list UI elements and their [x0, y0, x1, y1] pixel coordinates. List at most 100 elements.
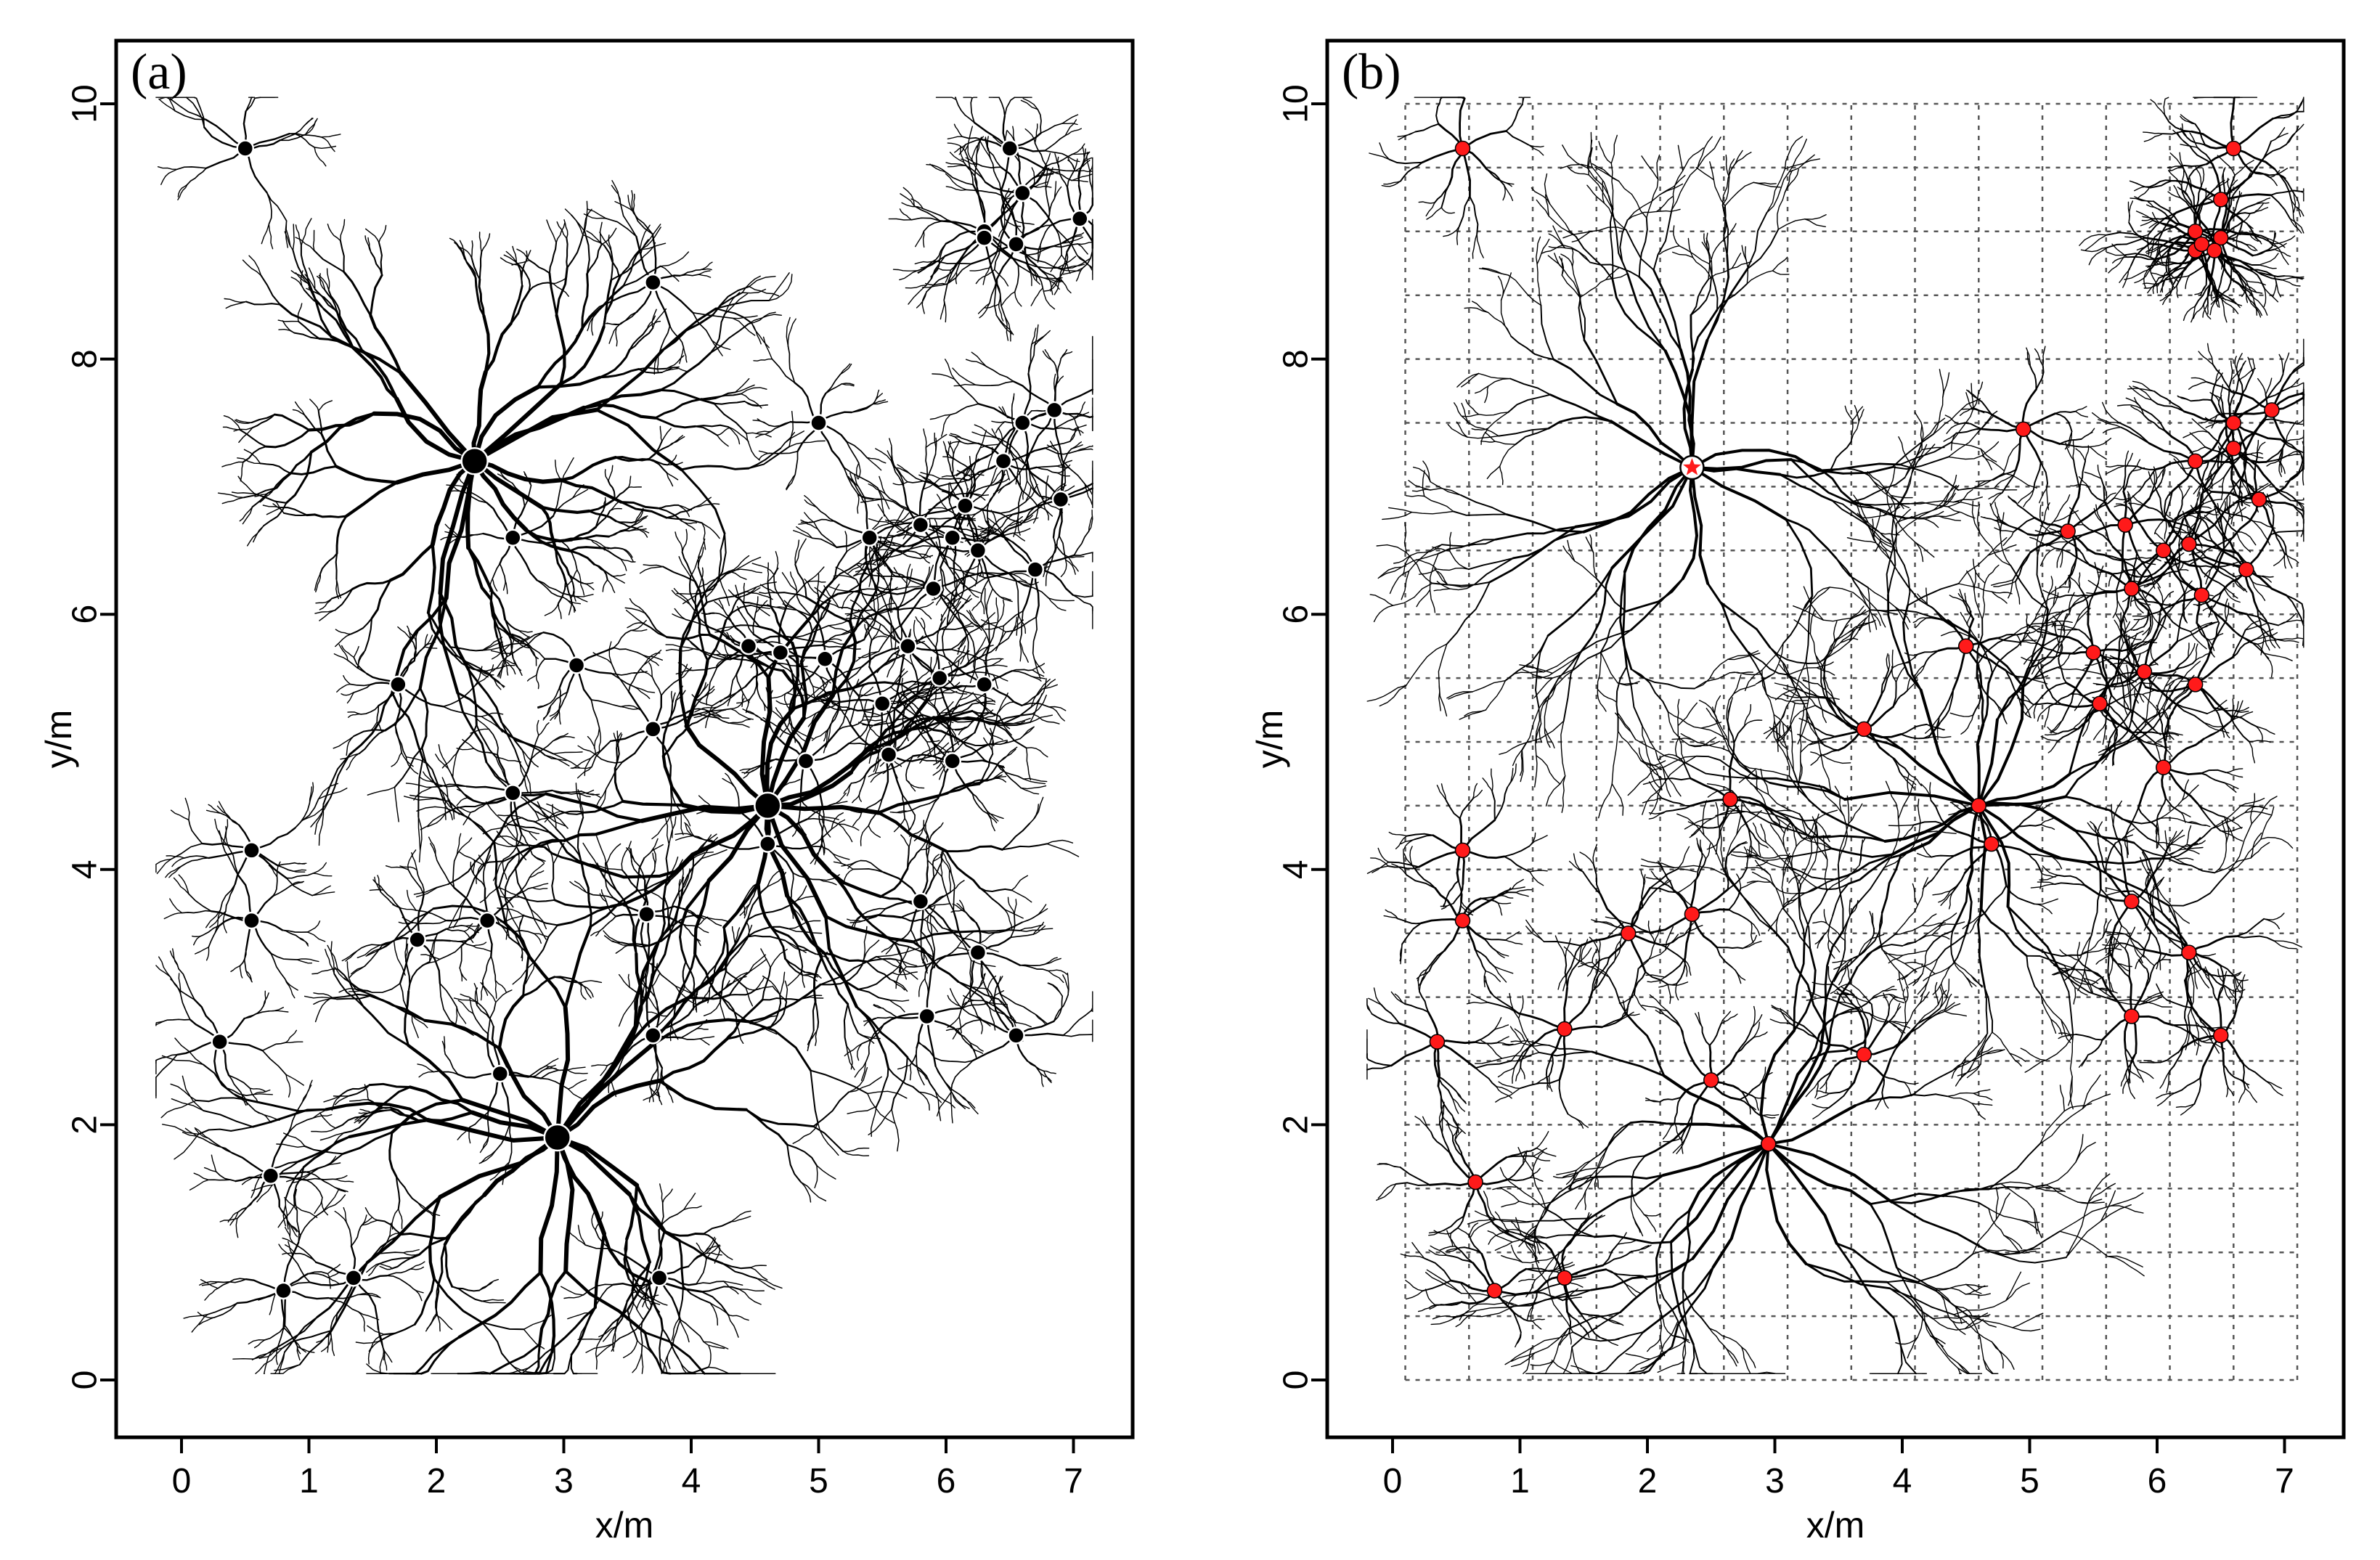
dendrite: [1014, 899, 1017, 915]
dendrite: [484, 854, 491, 868]
dendrite: [381, 999, 426, 1022]
dendrite: [170, 1083, 197, 1101]
dendrite: [876, 555, 896, 577]
dendrite: [155, 97, 174, 102]
dendrite: [675, 669, 693, 675]
dendrite: [685, 618, 711, 629]
dendrite: [1931, 1334, 1959, 1364]
dendrite: [1858, 409, 1865, 422]
dendrite: [856, 1043, 863, 1061]
dendrite: [1709, 161, 1715, 181]
dendrite: [786, 608, 815, 618]
dendrite: [820, 833, 825, 856]
dendrite: [1539, 1360, 1554, 1374]
dendrite: [807, 713, 817, 727]
dendrite: [202, 1138, 233, 1154]
dendrite: [845, 617, 874, 620]
dendrite: [1912, 1070, 1953, 1095]
dendrite: [684, 724, 770, 808]
dendrite: [467, 546, 492, 600]
dendrite: [456, 244, 465, 259]
soma-marker: [930, 669, 949, 687]
dendrite: [204, 1288, 219, 1301]
dendrite: [998, 748, 1016, 764]
dendrite: [786, 1143, 818, 1167]
dendrite: [405, 756, 428, 764]
dendrite: [1003, 717, 1031, 725]
dendrite: [955, 466, 971, 477]
dendrite: [722, 1262, 758, 1279]
dendrite: [602, 1326, 618, 1342]
dendrite: [444, 1243, 454, 1288]
dendrite: [1708, 263, 1719, 311]
dendrite: [857, 494, 884, 500]
dendrite: [675, 986, 685, 1002]
dendrite: [644, 612, 668, 638]
dendrite: [1403, 522, 1407, 553]
dendrite: [1003, 97, 1016, 118]
dendrite: [1048, 706, 1065, 722]
dendrite: [1640, 1355, 1660, 1369]
dendrite: [984, 303, 1000, 309]
dendrite: [481, 854, 518, 865]
dendrite: [608, 641, 612, 664]
dendrite: [728, 989, 757, 996]
dendrite: [1501, 1201, 1520, 1208]
dendrite: [1509, 992, 1520, 1019]
dendrite: [1075, 448, 1093, 452]
dendrite: [593, 563, 608, 581]
dendrite: [699, 1038, 710, 1046]
dendrite: [689, 576, 698, 614]
dendrite: [296, 1346, 315, 1353]
dendrite: [648, 988, 659, 1008]
dendrite: [928, 895, 944, 909]
dendrite: [1626, 273, 1667, 352]
dendrite: [411, 1014, 419, 1039]
dendrite: [861, 907, 887, 916]
dendrite: [1499, 742, 1527, 755]
dendrite: [301, 1085, 312, 1103]
dendrite: [552, 732, 568, 742]
dendrite: [1622, 571, 1628, 668]
dendrite: [1831, 499, 1862, 519]
dendrite: [570, 214, 584, 236]
dendrite: [970, 97, 975, 123]
dendrite: [1585, 1167, 1605, 1192]
dendrite: [719, 1025, 738, 1045]
dendrite: [496, 636, 505, 661]
dendrite: [622, 265, 661, 287]
dendrite: [894, 684, 914, 711]
dendrite: [1021, 688, 1043, 706]
dendrite: [647, 1280, 664, 1331]
dendrite: [580, 984, 587, 1000]
dendrite: [1411, 489, 1431, 492]
dendrite: [1947, 489, 1973, 507]
dendrite: [947, 699, 961, 725]
dendrite: [385, 865, 409, 870]
dendrite: [474, 987, 478, 1006]
dendrite: [253, 1093, 273, 1095]
dendrite: [907, 814, 916, 833]
dendrite: [895, 959, 908, 980]
dendrite: [667, 435, 684, 447]
dendrite: [553, 282, 569, 297]
dendrite: [294, 798, 319, 829]
dendrite: [736, 1025, 744, 1045]
dendrite: [1041, 679, 1056, 690]
dendrite: [616, 311, 637, 329]
soma-marker: [969, 943, 987, 962]
dendrite: [1029, 796, 1044, 825]
dendrite: [1619, 571, 1633, 671]
dendrite: [628, 665, 644, 693]
dendrite: [560, 539, 578, 571]
dendrite: [1010, 913, 1016, 939]
dendrite: [698, 708, 732, 715]
dendrite: [688, 852, 714, 862]
dendrite: [219, 830, 229, 847]
dendrite: [1570, 1365, 1597, 1374]
dendrite: [386, 1268, 411, 1277]
dendrite: [953, 378, 979, 405]
dendrite: [235, 1217, 239, 1238]
dendrite: [1953, 1300, 2007, 1315]
dendrite: [930, 266, 940, 278]
